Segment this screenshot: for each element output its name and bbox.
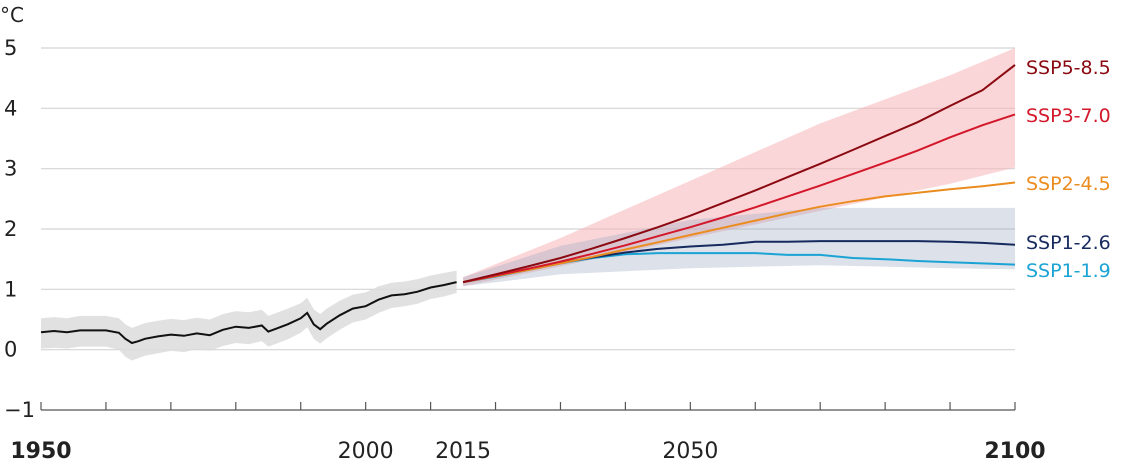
- series-line-ssp5-8-5: [462, 64, 1016, 284]
- series-label: SSP1-2.6: [1026, 232, 1111, 254]
- y-tick-label: −1: [4, 398, 35, 422]
- x-tick-label: 2100: [984, 439, 1045, 461]
- historical-line: [40, 281, 457, 345]
- x-tick-label: 2000: [338, 439, 394, 461]
- axis-layer: °C −1 0 1 2 3 4 5 1950 2000 2015 2050 2100: [0, 3, 1046, 461]
- y-tick-label: 0: [4, 338, 17, 362]
- x-tick-label: 2015: [435, 439, 491, 461]
- y-unit-label: °C: [0, 3, 24, 27]
- x-tick-label: 2050: [662, 439, 718, 461]
- series-label: SSP2-4.5: [1026, 173, 1111, 195]
- projection-band-ssp5-8-5: [463, 48, 1016, 287]
- y-tick-label: 1: [4, 277, 17, 301]
- series-lines: [40, 64, 1016, 345]
- historical-uncertainty-band: [41, 270, 457, 361]
- series-label: SSP1-1.9: [1026, 260, 1111, 282]
- projection-band-ssp1-2-6: [463, 207, 1016, 287]
- y-tick-label: 2: [4, 217, 17, 241]
- y-tick-label: 3: [4, 157, 17, 181]
- series-line-ssp2-4-5: [462, 181, 1016, 284]
- y-tick-label: 5: [4, 36, 17, 60]
- series-line-ssp3-7-0: [462, 113, 1016, 284]
- uncertainty-bands: [41, 48, 1016, 361]
- series-label: SSP5-8.5: [1026, 57, 1111, 79]
- x-tick-label: 1950: [10, 439, 71, 461]
- series-label: SSP3-7.0: [1026, 105, 1111, 127]
- series-labels: SSP5-8.5 SSP3-7.0 SSP2-4.5 SSP1-2.6 SSP1-1.9: [1026, 57, 1111, 282]
- y-tick-label: 4: [4, 96, 17, 120]
